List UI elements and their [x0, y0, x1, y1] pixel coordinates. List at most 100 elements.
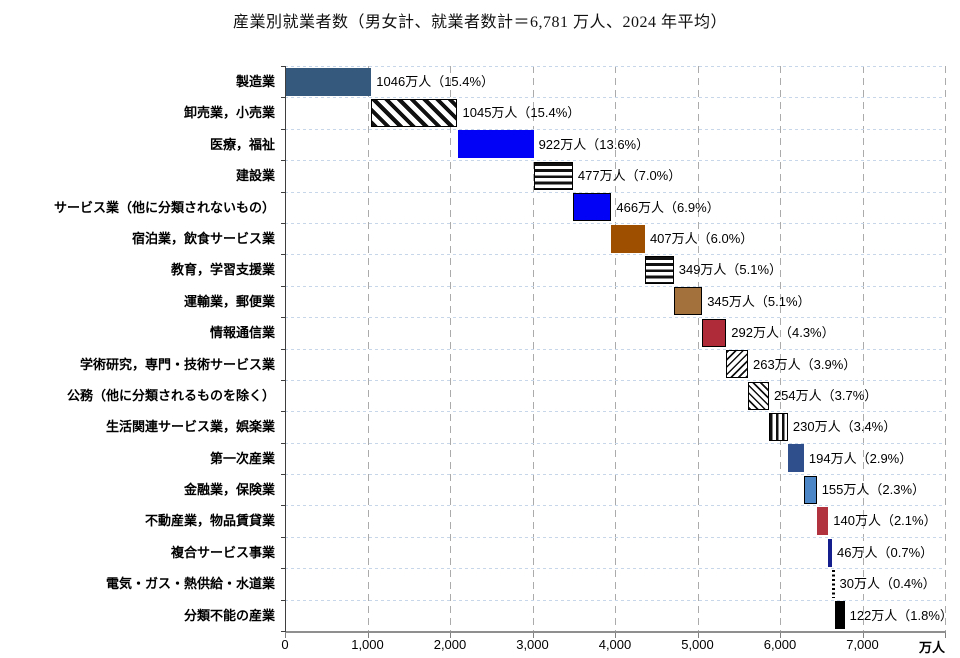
data-label-11: 230万人（3.4%） — [792, 419, 897, 435]
category-axis-tick-3 — [281, 160, 286, 162]
bar-2 — [457, 130, 534, 159]
bar-1 — [371, 99, 458, 128]
data-label-9: 263万人（3.9%） — [752, 356, 857, 372]
data-label-15: 46万人（0.7%） — [837, 544, 934, 560]
row-separator-10 — [285, 379, 945, 381]
category-axis-tick-5 — [281, 222, 286, 224]
x-tick-label-0: 0 — [281, 637, 289, 652]
x-tick-label-7: 7,000 — [846, 637, 879, 652]
bar-10 — [747, 381, 769, 410]
category-label-15: 複合サービス事業 — [170, 544, 275, 560]
row-separator-2 — [285, 128, 945, 130]
row-separator-13 — [285, 474, 945, 476]
category-axis-tick-11 — [281, 411, 286, 413]
category-axis-tick-12 — [281, 442, 286, 444]
bar-14 — [816, 507, 829, 536]
data-label-7: 345万人（5.1%） — [707, 293, 811, 309]
value-axis-tick-2000 — [450, 633, 451, 638]
value-axis-tick-8000 — [945, 633, 946, 638]
data-label-14: 140万人（2.1%） — [833, 513, 937, 529]
gridline-8000 — [945, 66, 946, 631]
bar-3 — [533, 161, 573, 190]
row-separator-16 — [285, 568, 945, 570]
data-label-0: 1046万人（15.4%） — [376, 74, 495, 89]
category-axis-tick-4 — [281, 191, 286, 193]
category-label-11: 生活関連サービス業，娯楽業 — [105, 419, 275, 435]
category-label-6: 教育，学習支援業 — [170, 262, 275, 278]
category-label-9: 学術研究，専門・技術サービス業 — [79, 356, 275, 372]
row-separator-5 — [285, 222, 945, 224]
data-label-5: 407万人（6.0%） — [649, 230, 754, 246]
bar-11 — [768, 412, 788, 441]
category-label-2: 医療，福祉 — [209, 136, 275, 152]
data-label-13: 155万人（2.3%） — [821, 482, 926, 498]
data-label-12: 194万人（2.9%） — [808, 450, 913, 466]
bar-7 — [673, 287, 703, 316]
data-label-3: 477万人（7.0%） — [577, 168, 682, 184]
category-axis-tick-13 — [281, 474, 286, 476]
category-axis-tick-16 — [281, 568, 286, 570]
x-tick-label-3: 3,000 — [516, 637, 549, 652]
row-separator-7 — [285, 285, 945, 287]
data-label-17: 122万人（1.8%） — [849, 607, 953, 623]
category-label-10: 公務（他に分類されるものを除く） — [66, 387, 275, 403]
category-label-1: 卸売業，小売業 — [183, 105, 275, 121]
data-label-1: 1045万人（15.4%） — [462, 105, 581, 121]
row-separator-17 — [285, 599, 945, 601]
category-label-13: 金融業，保険業 — [183, 482, 275, 498]
category-label-5: 宿泊業，飲食サービス業 — [131, 230, 275, 246]
row-separator-15 — [285, 536, 945, 538]
row-separator-12 — [285, 442, 945, 444]
category-label-3: 建設業 — [235, 168, 275, 184]
bar-6 — [644, 256, 674, 285]
category-axis-tick-0 — [281, 66, 286, 67]
category-label-17: 分類不能の産業 — [183, 607, 275, 623]
value-axis-line — [285, 631, 946, 633]
bar-0 — [285, 67, 372, 96]
x-tick-label-4: 4,000 — [598, 637, 632, 652]
category-label-14: 不動産業，物品賃貸業 — [144, 513, 275, 529]
data-label-6: 349万人（5.1%） — [678, 262, 783, 278]
bar-5 — [611, 224, 645, 253]
category-axis-tick-14 — [281, 505, 286, 507]
value-axis-tick-7000 — [862, 633, 864, 638]
value-axis-tick-6000 — [780, 633, 781, 638]
category-axis-tick-7 — [281, 285, 286, 287]
category-axis-tick-15 — [281, 536, 286, 538]
x-tick-label-2: 2,000 — [433, 637, 467, 652]
category-axis-tick-9 — [281, 348, 286, 350]
data-label-8: 292万人（4.3%） — [731, 325, 835, 341]
row-separator-3 — [285, 160, 945, 162]
category-axis-tick-1 — [281, 97, 286, 99]
value-axis-tick-0 — [285, 633, 286, 638]
bar-15 — [828, 538, 833, 567]
row-separator-1 — [285, 97, 945, 99]
bar-16 — [832, 569, 836, 598]
category-label-8: 情報通信業 — [209, 325, 275, 341]
category-label-12: 第一次産業 — [209, 450, 275, 466]
category-axis-tick-10 — [281, 379, 286, 381]
row-separator-14 — [285, 505, 945, 507]
data-label-16: 30万人（0.4%） — [839, 576, 936, 592]
row-separator-0 — [285, 66, 945, 67]
value-axis-tick-1000 — [367, 633, 369, 638]
x-tick-label-1: 1,000 — [351, 637, 384, 652]
bar-13 — [803, 475, 817, 504]
bar-8 — [702, 318, 727, 347]
data-label-2: 922万人（13.6%） — [538, 136, 650, 152]
bar-17 — [834, 601, 845, 630]
value-axis-tick-3000 — [532, 633, 534, 638]
chart-title: 産業別就業者数（男女計、就業者数計＝6,781 万人、2024 年平均） — [232, 14, 727, 31]
category-axis-tick-18 — [281, 631, 286, 632]
category-axis-tick-2 — [281, 128, 286, 130]
bar-4 — [572, 193, 612, 222]
bar-12 — [787, 444, 804, 473]
category-label-16: 電気・ガス・熱供給・水道業 — [105, 576, 275, 592]
data-label-10: 254万人（3.7%） — [773, 387, 878, 403]
category-label-0: 製造業 — [235, 74, 275, 89]
plot-area — [285, 66, 946, 631]
bar-9 — [726, 350, 748, 379]
category-axis-tick-8 — [281, 317, 286, 319]
row-separator-6 — [285, 254, 945, 256]
